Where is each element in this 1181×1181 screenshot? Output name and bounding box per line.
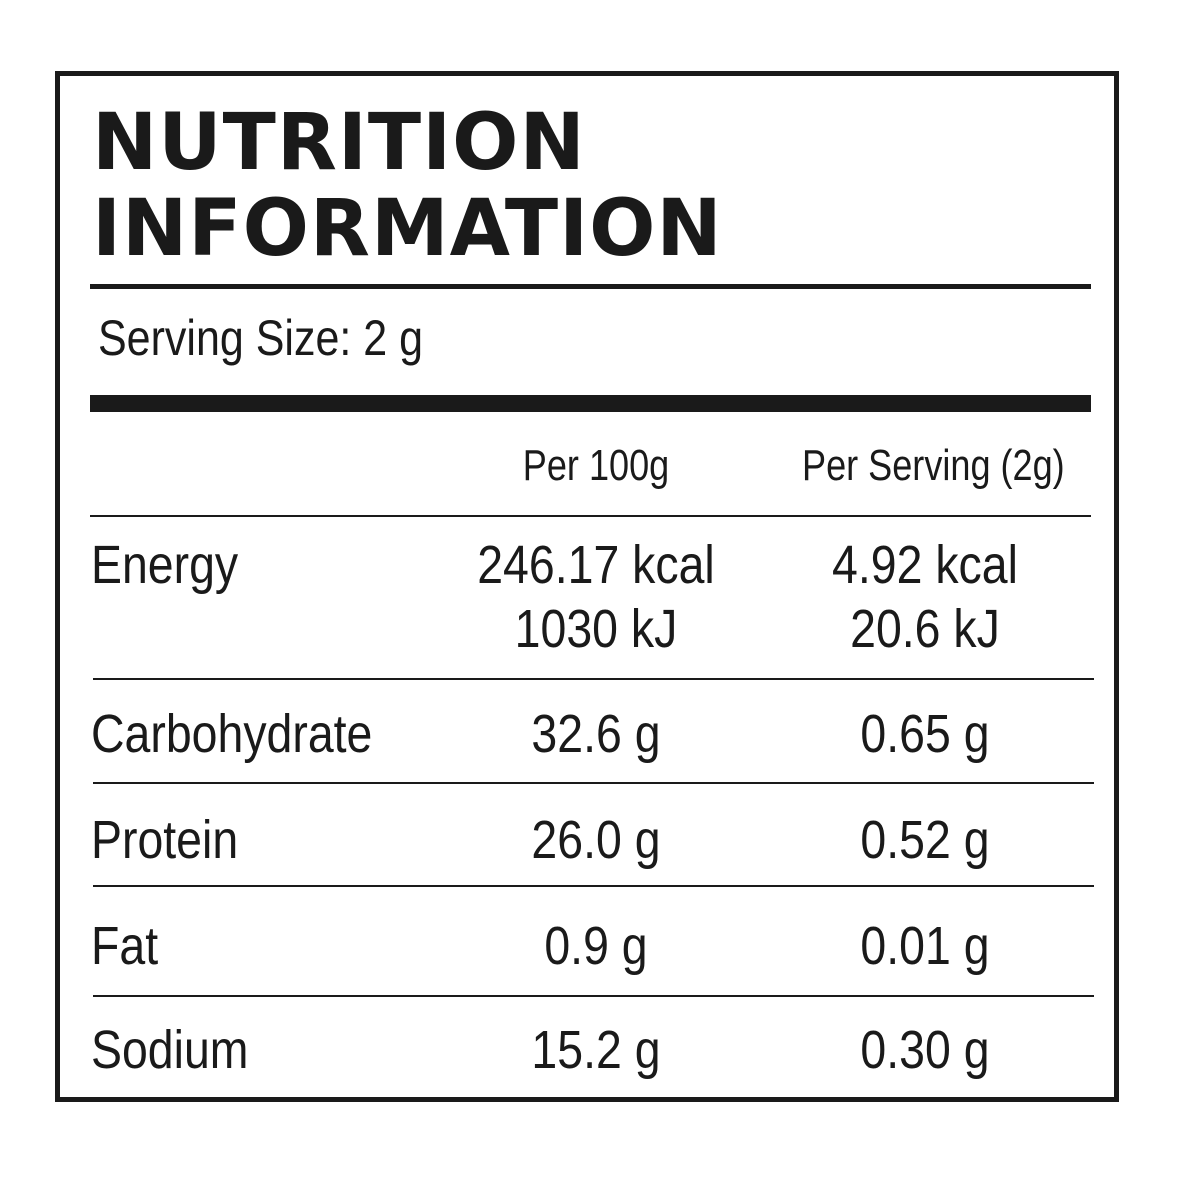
nutrition-panel bbox=[55, 71, 1119, 1102]
title-line-1: NUTRITION bbox=[92, 98, 586, 188]
fat-per-serving: 0.01 g bbox=[860, 916, 990, 976]
row-divider bbox=[93, 995, 1094, 997]
fat-per-100g: 0.9 g bbox=[544, 916, 648, 976]
energy-per-serving: 4.92 kcal 20.6 kJ bbox=[796, 533, 1054, 661]
row-label-fat: Fat bbox=[91, 916, 159, 976]
column-header-per-100g: Per 100g bbox=[522, 441, 670, 490]
energy-per-100g-kcal: 246.17 kcal bbox=[477, 535, 715, 595]
row-label-energy: Energy bbox=[91, 535, 239, 595]
column-header-per-serving: Per Serving (2g) bbox=[802, 441, 1065, 490]
thick-divider bbox=[90, 395, 1091, 412]
row-divider bbox=[93, 678, 1094, 680]
sodium-per-serving: 0.30 g bbox=[860, 1020, 990, 1080]
energy-per-100g-kj: 1030 kJ bbox=[514, 599, 678, 659]
row-label-sodium: Sodium bbox=[91, 1020, 249, 1080]
row-label-carbohydrate: Carbohydrate bbox=[91, 704, 373, 764]
protein-per-serving: 0.52 g bbox=[860, 810, 990, 870]
row-divider bbox=[90, 515, 1091, 517]
carbohydrate-per-serving: 0.65 g bbox=[860, 704, 990, 764]
panel-title: NUTRITION INFORMATION bbox=[92, 100, 723, 272]
row-divider bbox=[93, 782, 1094, 784]
row-label-protein: Protein bbox=[91, 810, 239, 870]
serving-size: Serving Size: 2 g bbox=[98, 310, 424, 366]
protein-per-100g: 26.0 g bbox=[531, 810, 661, 870]
title-divider bbox=[90, 284, 1091, 289]
row-divider bbox=[93, 885, 1094, 887]
energy-per-100g: 246.17 kcal 1030 kJ bbox=[467, 533, 725, 661]
title-line-2: INFORMATION bbox=[92, 184, 723, 274]
energy-per-serving-kj: 20.6 kJ bbox=[850, 599, 1000, 659]
carbohydrate-per-100g: 32.6 g bbox=[531, 704, 661, 764]
sodium-per-100g: 15.2 g bbox=[531, 1020, 661, 1080]
energy-per-serving-kcal: 4.92 kcal bbox=[832, 535, 1018, 595]
